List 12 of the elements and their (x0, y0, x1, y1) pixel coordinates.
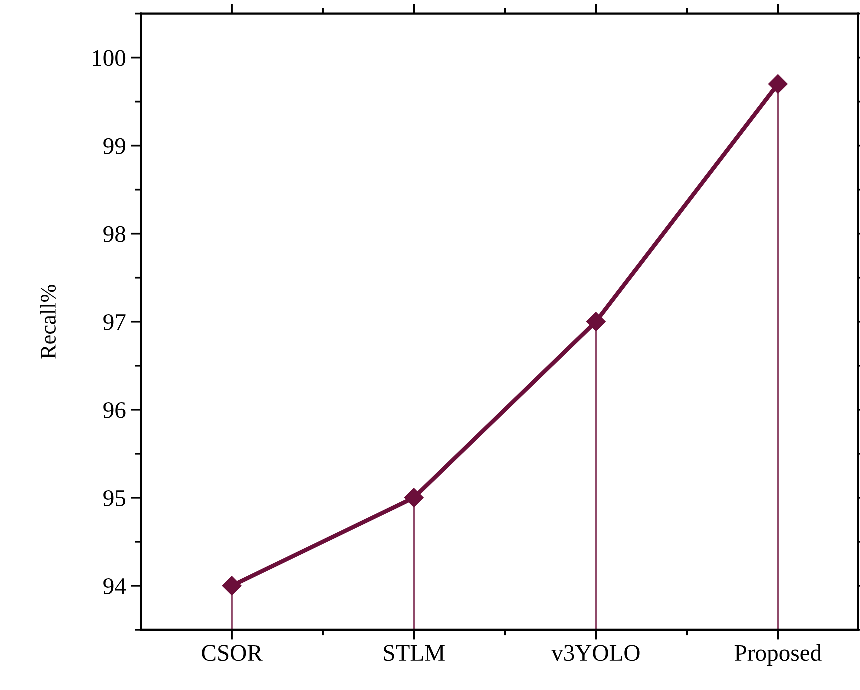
x-tick-label: CSOR (202, 645, 263, 662)
y-tick-label: 100 (93, 50, 126, 66)
y-tick-label: 98 (104, 226, 126, 242)
y-tick-label: 96 (104, 402, 126, 418)
y-tick-label: 94 (104, 578, 126, 594)
x-tick-label: STLM (384, 645, 445, 662)
y-tick-label: 95 (104, 490, 126, 506)
y-tick-label: 97 (104, 314, 126, 330)
y-axis-title: Recall% (40, 285, 56, 359)
x-tick-label: v3YOLO (552, 645, 640, 662)
y-tick-label: 99 (104, 138, 126, 154)
x-tick-label: Proposed (734, 644, 822, 666)
